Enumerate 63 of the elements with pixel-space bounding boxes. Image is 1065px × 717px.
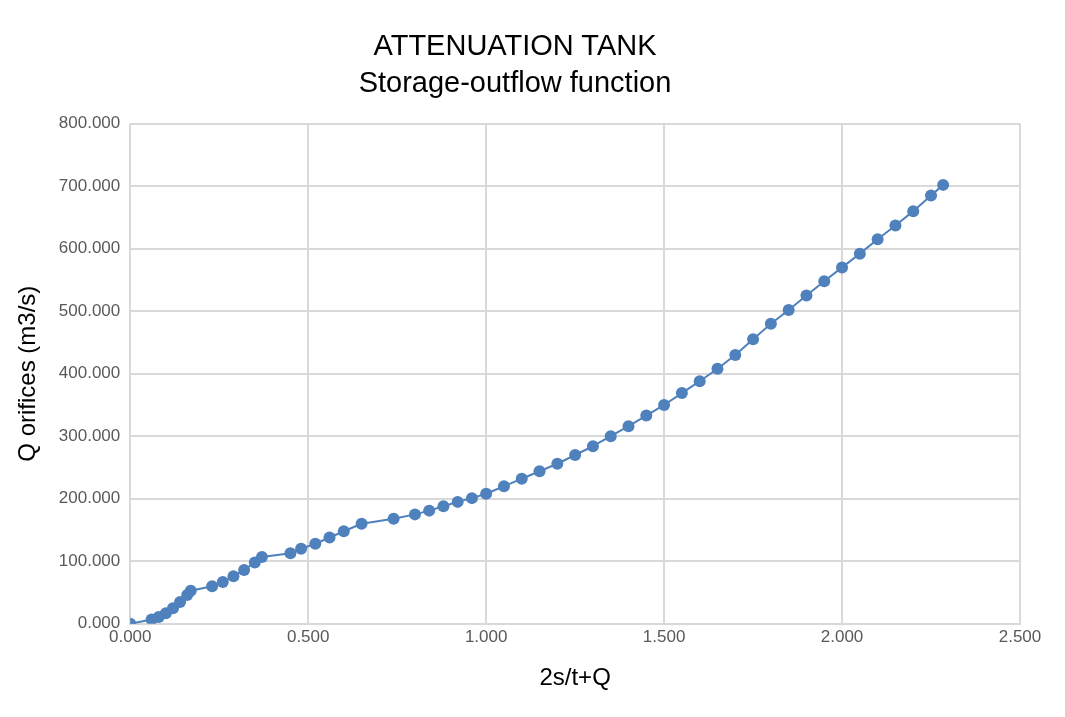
point [437,500,450,513]
point [184,584,197,597]
y-tick-label: 500.000 [58,300,121,320]
point [569,448,582,461]
point [658,398,671,411]
point [174,595,187,608]
point [925,189,938,202]
point [255,550,268,563]
point [465,492,478,505]
point [640,409,653,422]
point [337,525,350,538]
point [355,517,368,530]
point [515,472,528,485]
point [387,512,400,525]
point [764,317,777,330]
point [216,575,229,588]
point [323,531,336,544]
chart-title: ATTENUATION TANK [373,29,658,62]
point [836,261,849,274]
point [782,303,795,316]
x-tick-label: 1.500 [642,626,686,646]
point [622,420,635,433]
point [408,508,421,521]
point [747,333,760,346]
point [284,547,297,560]
y-tick-label: 400.000 [58,363,121,383]
y-tick-label: 600.000 [58,238,121,258]
point [227,570,240,583]
x-tick-label: 2.500 [998,626,1042,646]
point [295,542,308,555]
point [853,247,866,260]
point [907,205,920,218]
point [480,487,493,500]
x-axis-title: 2s/t+Q [539,663,611,691]
point [533,465,546,478]
point [586,440,599,453]
point [871,233,884,246]
y-tick-label: 800.000 [58,113,121,133]
point [238,564,251,577]
point [818,275,831,288]
x-tick-label: 2.000 [820,626,864,646]
point [497,480,510,493]
point [206,580,219,593]
point [551,457,564,470]
point [451,495,464,508]
x-tick-label: 1.000 [464,626,508,646]
point [675,387,688,400]
x-tick-label: 0.500 [286,626,330,646]
point [309,537,322,550]
y-tick-label: 300.000 [58,425,121,445]
point [889,219,902,232]
chart-subtitle: Storage-outflow function [358,66,672,99]
point [604,430,617,443]
y-tick-label: 200.000 [58,488,121,508]
y-tick-label: 100.000 [58,550,121,570]
point [800,289,813,302]
y-axis-title: Q orifices (m3/s) [13,285,41,462]
point [693,375,706,388]
y-tick-label: 700.000 [58,175,121,195]
point [423,504,436,517]
point [729,348,742,361]
point [711,362,724,375]
point [937,178,950,191]
